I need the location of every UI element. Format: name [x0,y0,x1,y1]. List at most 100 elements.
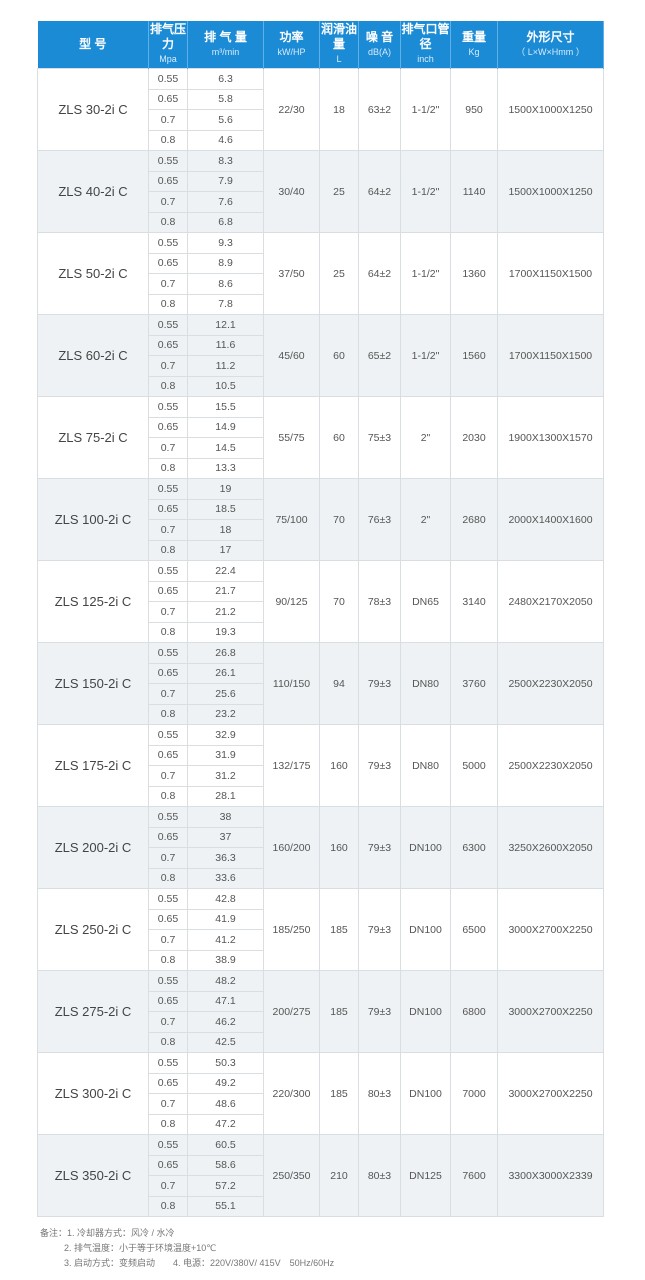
flow-cell: 31.9 [187,744,264,766]
pressure-cell: 0.8 [148,703,188,725]
flow-cell: 41.9 [187,908,264,930]
flow-cell: 49.2 [187,1072,264,1094]
flow-cell: 21.7 [187,580,264,602]
dimensions-cell: 1700X1150X1500 [497,314,604,397]
flow-cell: 6.3 [187,68,264,90]
flow-cell: 8.9 [187,252,264,274]
table-row: 0.8 13.3 [38,457,604,479]
power-cell: 200/275 [263,970,320,1053]
noise-cell: 64±2 [358,150,401,233]
weight-cell: 1560 [450,314,498,397]
table-row: 0.65 31.9 [38,744,604,766]
flow-cell: 4.6 [187,129,264,151]
note-line: 2. 排气温度：小于等于环境温度+10℃ [64,1243,217,1253]
pressure-cell: 0.65 [148,416,188,438]
notes: 备注：1. 冷却器方式：风冷 / 水冷 2. 排气温度：小于等于环境温度+10℃… [40,1226,334,1271]
model-cell: ZLS 60-2i C [37,314,149,397]
pressure-cell: 0.55 [148,970,188,992]
power-cell: 185/250 [263,888,320,971]
power-cell: 90/125 [263,560,320,643]
pipe-cell: 1-1/2" [400,150,451,233]
dimensions-cell: 1500X1000X1250 [497,150,604,233]
noise-cell: 64±2 [358,232,401,315]
oil-cell: 94 [319,642,359,725]
column-header: 重量 Kg [450,21,498,69]
table-row: 0.7 7.6 [38,191,604,213]
flow-cell: 19 [187,478,264,500]
pipe-cell: DN100 [400,1052,451,1135]
pressure-cell: 0.65 [148,908,188,930]
column-unit: Mpa [159,54,177,64]
table-row: ZLS 40-2i C 0.55 8.3 30/40 25 64±2 1-1/2" 1140 1… [37,150,604,233]
table-row: ZLS 150-2i C 0.55 26.8 110/150 94 79±3 DN80 376… [37,642,604,725]
flow-cell: 58.6 [187,1154,264,1176]
spec-table: 型 号 排气压力 Mpa 排 气 量 m³/min 功率 kW/HP 润滑油量 L 噪 音 dB(A… [37,21,604,1217]
table-row: ZLS 75-2i C 0.55 15.5 55/75 60 75±3 2" 2030 1900… [37,396,604,479]
table-row: 0.8 10.5 [38,375,604,397]
flow-cell: 38 [187,806,264,828]
noise-cell: 79±3 [358,806,401,889]
pressure-cell: 0.55 [148,396,188,418]
table-row: 0.7 48.6 [38,1093,604,1115]
pressure-cell: 0.65 [148,1072,188,1094]
flow-cell: 48.6 [187,1093,264,1115]
pressure-cell: 0.8 [148,1031,188,1053]
dimensions-cell: 3300X3000X2339 [497,1134,604,1217]
column-title: 噪 音 [365,29,394,44]
table-row: ZLS 175-2i C 0.55 32.9 132/175 160 79±3 DN80 50… [37,724,604,807]
column-title: 型 号 [79,37,107,51]
flow-cell: 22.4 [187,560,264,582]
pipe-cell: DN125 [400,1134,451,1217]
column-unit: Kg [468,46,480,57]
flow-cell: 26.8 [187,642,264,664]
table-row: 0.8 7.8 [38,293,604,315]
dimensions-cell: 1700X1150X1500 [497,232,604,315]
flow-cell: 11.2 [187,355,264,377]
pipe-cell: 1-1/2" [400,68,451,151]
dimensions-cell: 3000X2700X2250 [497,970,604,1053]
dimensions-cell: 3000X2700X2250 [497,1052,604,1135]
pressure-cell: 0.8 [148,293,188,315]
pressure-cell: 0.65 [148,662,188,684]
table-row: 0.65 37 [38,826,604,848]
dimensions-cell: 1500X1000X1250 [497,68,604,151]
column-header: 外形尺寸 （ L×W×Hmm ） [497,21,604,69]
table-row: ZLS 350-2i C 0.55 60.5 250/350 210 80±3 DN125 7… [37,1134,604,1217]
flow-cell: 14.5 [187,437,264,459]
pressure-cell: 0.8 [148,539,188,561]
model-cell: ZLS 100-2i C [37,478,149,561]
flow-cell: 17 [187,539,264,561]
noise-cell: 80±3 [358,1134,401,1217]
flow-cell: 26.1 [187,662,264,684]
pressure-cell: 0.55 [148,1134,188,1156]
column-header: 型 号 [37,21,149,69]
table-row: ZLS 125-2i C 0.55 22.4 90/125 70 78±3 DN65 3140… [37,560,604,643]
oil-cell: 210 [319,1134,359,1217]
weight-cell: 5000 [450,724,498,807]
pressure-cell: 0.65 [148,580,188,602]
oil-cell: 185 [319,970,359,1053]
table-row: 0.65 11.6 [38,334,604,356]
weight-cell: 2030 [450,396,498,479]
pressure-cell: 0.55 [148,68,188,90]
flow-cell: 10.5 [187,375,264,397]
pressure-cell: 0.7 [148,355,188,377]
dimensions-cell: 2000X1400X1600 [497,478,604,561]
model-cell: ZLS 200-2i C [37,806,149,889]
table-row: ZLS 30-2i C 0.55 6.3 22/30 18 63±2 1-1/2" 950 15… [37,68,604,151]
table-row: ZLS 60-2i C 0.55 12.1 45/60 60 65±2 1-1/2" 1560… [37,314,604,397]
pressure-cell: 0.8 [148,129,188,151]
column-title: 润滑油量 [320,22,357,51]
dimensions-cell: 2500X2230X2050 [497,642,604,725]
dimensions-cell: 3250X2600X2050 [497,806,604,889]
pressure-cell: 0.7 [148,1093,188,1115]
weight-cell: 1360 [450,232,498,315]
flow-cell: 37 [187,826,264,848]
table-row: 0.8 4.6 [38,129,604,151]
pressure-cell: 0.55 [148,150,188,172]
power-cell: 55/75 [263,396,320,479]
oil-cell: 60 [319,314,359,397]
pressure-cell: 0.55 [148,642,188,664]
pipe-cell: DN80 [400,642,451,725]
column-unit: （ L×W×Hmm ） [516,46,585,57]
